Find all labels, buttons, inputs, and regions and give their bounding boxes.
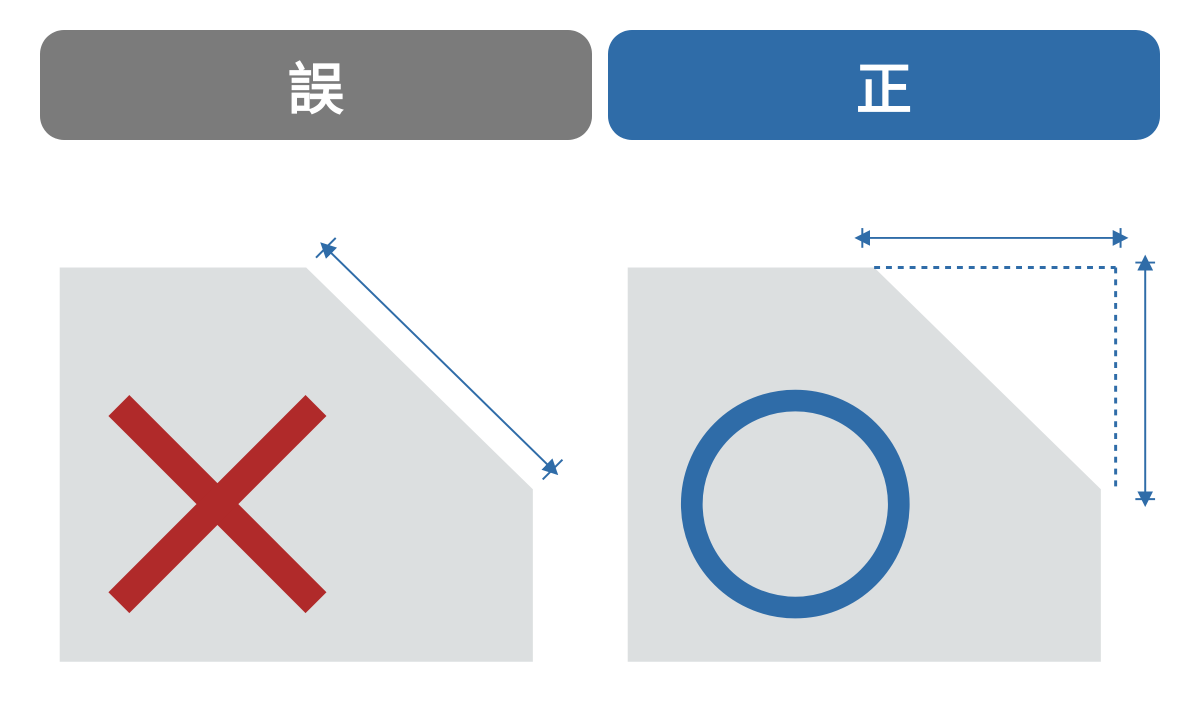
correct-panel: 正 [608,30,1160,690]
wrong-diagram-svg [40,190,592,690]
wrong-header-label: 誤 [288,45,344,126]
correct-header: 正 [608,30,1160,140]
wrong-header: 誤 [40,30,592,140]
wrong-diagram-area [40,190,592,690]
wrong-panel: 誤 [40,30,592,690]
correct-header-label: 正 [856,45,912,126]
correct-diagram-area [608,190,1160,690]
correct-diagram-svg [608,190,1160,690]
comparison-container: 誤 [0,0,1200,720]
